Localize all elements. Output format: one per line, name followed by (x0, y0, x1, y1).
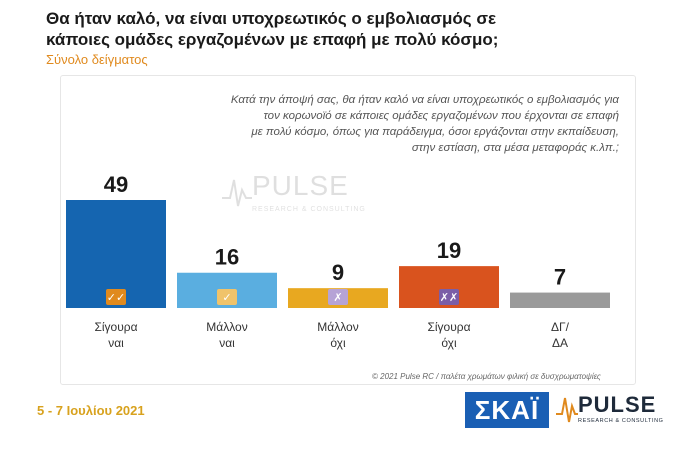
tick-label: ναι (219, 336, 235, 350)
badge-symbol: ✗ (333, 291, 342, 304)
survey-date: 5 - 7 Ιουλίου 2021 (37, 403, 145, 418)
watermark-text: PULSE (252, 170, 349, 201)
pulse-logo-wave-icon (556, 397, 578, 423)
skai-logo: ΣΚΑΪ (465, 392, 549, 428)
question-line-4: στην εστίαση, στα μέσα μεταφοράς κ.λπ.; (411, 142, 619, 154)
pulse-logo-text: PULSE (578, 392, 657, 417)
badge-icon (217, 289, 237, 305)
badge-icon (439, 289, 459, 305)
copyright-note: © 2021 Pulse RC / παλέτα χρωμάτων φιλική… (372, 372, 601, 381)
pulse-logo: PULSE RESEARCH & CONSULTING (556, 392, 663, 428)
chart-frame (60, 75, 636, 385)
tick-label: ναι (108, 336, 124, 350)
badge-symbol: ✓✓ (107, 291, 125, 304)
bar (510, 292, 610, 308)
title-line-2: κάποιες ομάδες εργαζομένων με επαφή με π… (46, 30, 499, 49)
survey-question: Κατά την άποψή σας, θα ήταν καλό να είνα… (139, 92, 619, 156)
question-line-1: Κατά την άποψή σας, θα ήταν καλό να είνα… (230, 94, 619, 106)
data-label: 9 (332, 260, 344, 285)
chart-title: Θα ήταν καλό, να είναι υποχρεωτικός ο εμ… (46, 8, 646, 50)
pulse-logo-subtext: RESEARCH & CONSULTING (578, 418, 664, 424)
question-line-2: τον κορωνοϊό σε κάποιες ομάδες εργαζομέν… (263, 110, 619, 122)
tick-label: Μάλλον (317, 320, 358, 334)
title-line-1: Θα ήταν καλό, να είναι υποχρεωτικός ο εμ… (46, 9, 497, 28)
badge-icon (106, 289, 126, 305)
tick-label: όχι (441, 336, 457, 350)
tick-label: ΔΓ/ (551, 320, 570, 334)
badge-symbol: ✗✗ (440, 291, 458, 304)
data-label: 49 (104, 172, 128, 197)
data-label: 19 (437, 238, 461, 263)
badge-icon (328, 289, 348, 305)
tick-label: ΔΑ (552, 336, 568, 350)
watermark-subtext: RESEARCH & CONSULTING (252, 206, 366, 213)
tick-label: Μάλλον (206, 320, 247, 334)
data-label: 7 (554, 265, 566, 290)
pulse-watermark: PULSE RESEARCH & CONSULTING (222, 170, 392, 230)
tick-label: Σίγουρα (94, 320, 137, 334)
tick-label: Σίγουρα (427, 320, 470, 334)
pulse-wave-icon (222, 179, 252, 207)
data-label: 16 (215, 245, 239, 270)
tick-label: όχι (330, 336, 346, 350)
chart-subtitle: Σύνολο δείγματος (46, 52, 148, 67)
badge-symbol: ✓ (222, 291, 231, 304)
question-line-3: με πολύ κόσμο, όπως για παράδειγμα, όσοι… (251, 126, 619, 138)
